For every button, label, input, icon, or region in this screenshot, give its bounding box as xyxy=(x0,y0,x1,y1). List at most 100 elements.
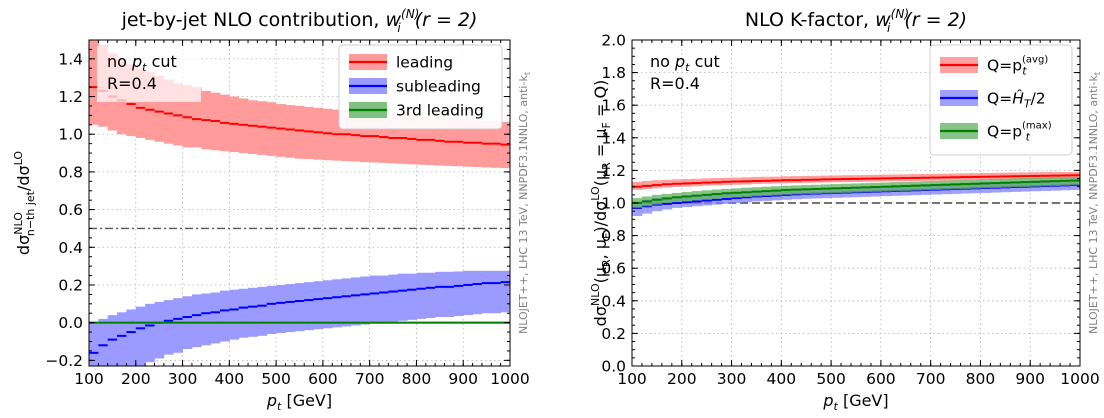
chart0-series1-band-34 xyxy=(407,273,417,320)
chart1-anno-p: p xyxy=(674,52,685,71)
chart0-series0-band-18 xyxy=(257,101,268,155)
chart1-leg-sub-0: t xyxy=(1022,65,1027,78)
chart0-series1-band-21 xyxy=(285,284,296,333)
chart0-series1-band-24 xyxy=(313,281,324,330)
chart1-ylab-d: )/dσ xyxy=(591,201,610,233)
chart0-legend-label-0: leading xyxy=(396,54,453,72)
chart0-y-tick-label-7: 1.2 xyxy=(58,88,83,106)
chart1-ylab-e: (μ xyxy=(591,170,610,186)
chart0-side-label-text: NLOJET++, LHC 13 TeV, NNPDF3.1NNLO, anti… xyxy=(517,75,530,334)
chart0-title-text: jet-by-jet NLO contribution, xyxy=(121,9,386,31)
chart1-y-tick-label-5: 1.0 xyxy=(601,195,626,213)
chart1-ylab-g: = Q) xyxy=(591,80,610,122)
chart0-series1-band-43 xyxy=(491,270,502,314)
chart1-title-sub: i xyxy=(887,21,891,35)
chart0-side-label: NLOJET++, LHC 13 TeV, NNPDF3.1NNLO, anti… xyxy=(517,72,532,334)
chart0-series1-band-4 xyxy=(126,309,137,366)
chart1-side-label: NLOJET++, LHC 13 TeV, NNPDF3.1NNLO, anti… xyxy=(1087,72,1102,334)
chart1-y-axis-label: dσNLO(μR, μF)/dσLO(μR = μF = Q) xyxy=(589,80,613,327)
chart0-x-axis-label: pt [GeV] xyxy=(266,391,332,413)
chart1-x-tick-label-4: 500 xyxy=(816,370,846,388)
chart0-series1-band-35 xyxy=(416,272,427,319)
chart0-y-axis-label: dσNLOn−th jet/dσLO xyxy=(12,151,37,255)
chart0-series0-band-24 xyxy=(313,107,324,160)
chart1-side-label-sub: t xyxy=(1093,72,1102,75)
chart0-series1-band-1 xyxy=(98,318,109,366)
chart0-series1-band-25 xyxy=(322,280,333,329)
chart0-series1-band-15 xyxy=(229,289,240,340)
chart1-ylab-subR2: R xyxy=(600,162,613,170)
chart1-leg-base-1: Q= xyxy=(987,90,1012,108)
chart1-leg-rest-1: /2 xyxy=(1031,90,1046,108)
chart0-series1-band-17 xyxy=(248,287,258,337)
chart1-y-tick-label-8: 1.6 xyxy=(601,97,626,115)
chart1-x-tick-label-2: 300 xyxy=(717,370,747,388)
chart1-ylab-c: , μ xyxy=(591,239,610,259)
chart1-ylab-b: (μ xyxy=(591,267,610,283)
chart0-x-tick-label-2: 300 xyxy=(168,370,198,388)
chart0-series1-band-20 xyxy=(276,284,286,334)
chart0-series1-band-9 xyxy=(173,298,183,353)
chart0-ylab-b: /dσ xyxy=(14,165,33,191)
chart0-series0-band-11 xyxy=(191,87,202,148)
chart1-ylab-sup2: LO xyxy=(589,186,602,201)
chart0-y-tick-label-2: 0.2 xyxy=(58,276,83,294)
chart1-y-tick-label-3: 0.6 xyxy=(601,260,626,278)
chart1-x-label-unit: [GeV] xyxy=(838,391,889,410)
chart0-x-label-unit: [GeV] xyxy=(281,391,332,410)
chart1-x-tick-label-7: 800 xyxy=(966,370,996,388)
chart0-series1-band-37 xyxy=(435,271,445,318)
chart0-series1-band-19 xyxy=(266,285,277,334)
chart0-side-label-sub: t xyxy=(523,72,532,75)
chart0-series1-band-28 xyxy=(350,277,361,326)
chart0-series0-band-36 xyxy=(425,117,436,166)
chart0-series0-band-7 xyxy=(154,75,165,142)
chart0-series1-band-42 xyxy=(481,270,492,314)
chart1-y-tick-label-9: 1.8 xyxy=(601,64,626,82)
chart0-anno-cut: cut xyxy=(147,52,177,71)
chart0-x-tick-label-8: 900 xyxy=(448,370,478,388)
chart0-legend-label-2: 3rd leading xyxy=(396,102,484,120)
chart0-x-tick-label-9: 1000 xyxy=(490,370,529,388)
chart1-ylab-sup1: NLO xyxy=(589,283,602,306)
chart1-leg-base-0: Q=p xyxy=(987,57,1022,75)
chart1-x-label-sub: t xyxy=(834,400,839,413)
chart1-title-sup: (N) xyxy=(891,7,909,21)
chart1-y-tick-label-2: 0.4 xyxy=(601,292,626,310)
chart0-series0-band-20 xyxy=(276,104,286,157)
chart0-annotation-cut: no pt cut xyxy=(107,52,177,74)
chart0-series1-band-6 xyxy=(145,303,155,363)
chart0-y-tick-label-4: 0.6 xyxy=(58,201,83,219)
chart0-series0-band-33 xyxy=(397,115,408,164)
left-chart-panel: 100 200 300 400 500 600 700 800 900 1000 −0.2 0.0 0.… xyxy=(12,7,532,413)
chart0-series1-band-16 xyxy=(238,288,249,338)
chart0-x-tick-label-5: 600 xyxy=(308,370,338,388)
chart0-series1-band-18 xyxy=(257,286,268,336)
chart0-series1-band-39 xyxy=(453,271,464,317)
chart0-series1-band-22 xyxy=(294,283,305,332)
chart0-y-tick-label-5: 0.8 xyxy=(58,163,83,181)
chart0-series0-band-21 xyxy=(285,105,296,158)
chart0-series1-band-8 xyxy=(163,300,174,355)
chart0-series1-band-32 xyxy=(388,274,399,322)
chart0-y-tick-label-0: −0.2 xyxy=(45,352,83,370)
chart1-title-text: NLO K-factor, xyxy=(745,9,875,31)
chart0-title: jet-by-jet NLO contribution, w(N) i (r = 2… xyxy=(121,7,478,35)
chart0-series0-band-8 xyxy=(163,79,174,144)
chart1-ylab-subF2: F xyxy=(600,122,613,128)
chart1-x-tick-label-5: 600 xyxy=(866,370,896,388)
chart0-title-sup: (N) xyxy=(401,7,419,21)
chart0-x-tick-label-4: 500 xyxy=(261,370,291,388)
chart0-series0-band-17 xyxy=(248,100,258,155)
chart0-series1-band-41 xyxy=(472,270,483,315)
chart1-x-tick-label-9: 1000 xyxy=(1060,370,1099,388)
chart0-series0-band-22 xyxy=(294,105,305,159)
chart0-series1-band-5 xyxy=(135,306,146,366)
chart0-series0-band-29 xyxy=(360,112,371,163)
chart0-series1-band-30 xyxy=(369,275,380,324)
chart1-y-tick-label-10: 2.0 xyxy=(601,32,626,50)
chart0-series1-band-23 xyxy=(304,282,314,331)
chart0-plot-area xyxy=(89,40,510,366)
chart0-anno-t: t xyxy=(142,61,147,74)
